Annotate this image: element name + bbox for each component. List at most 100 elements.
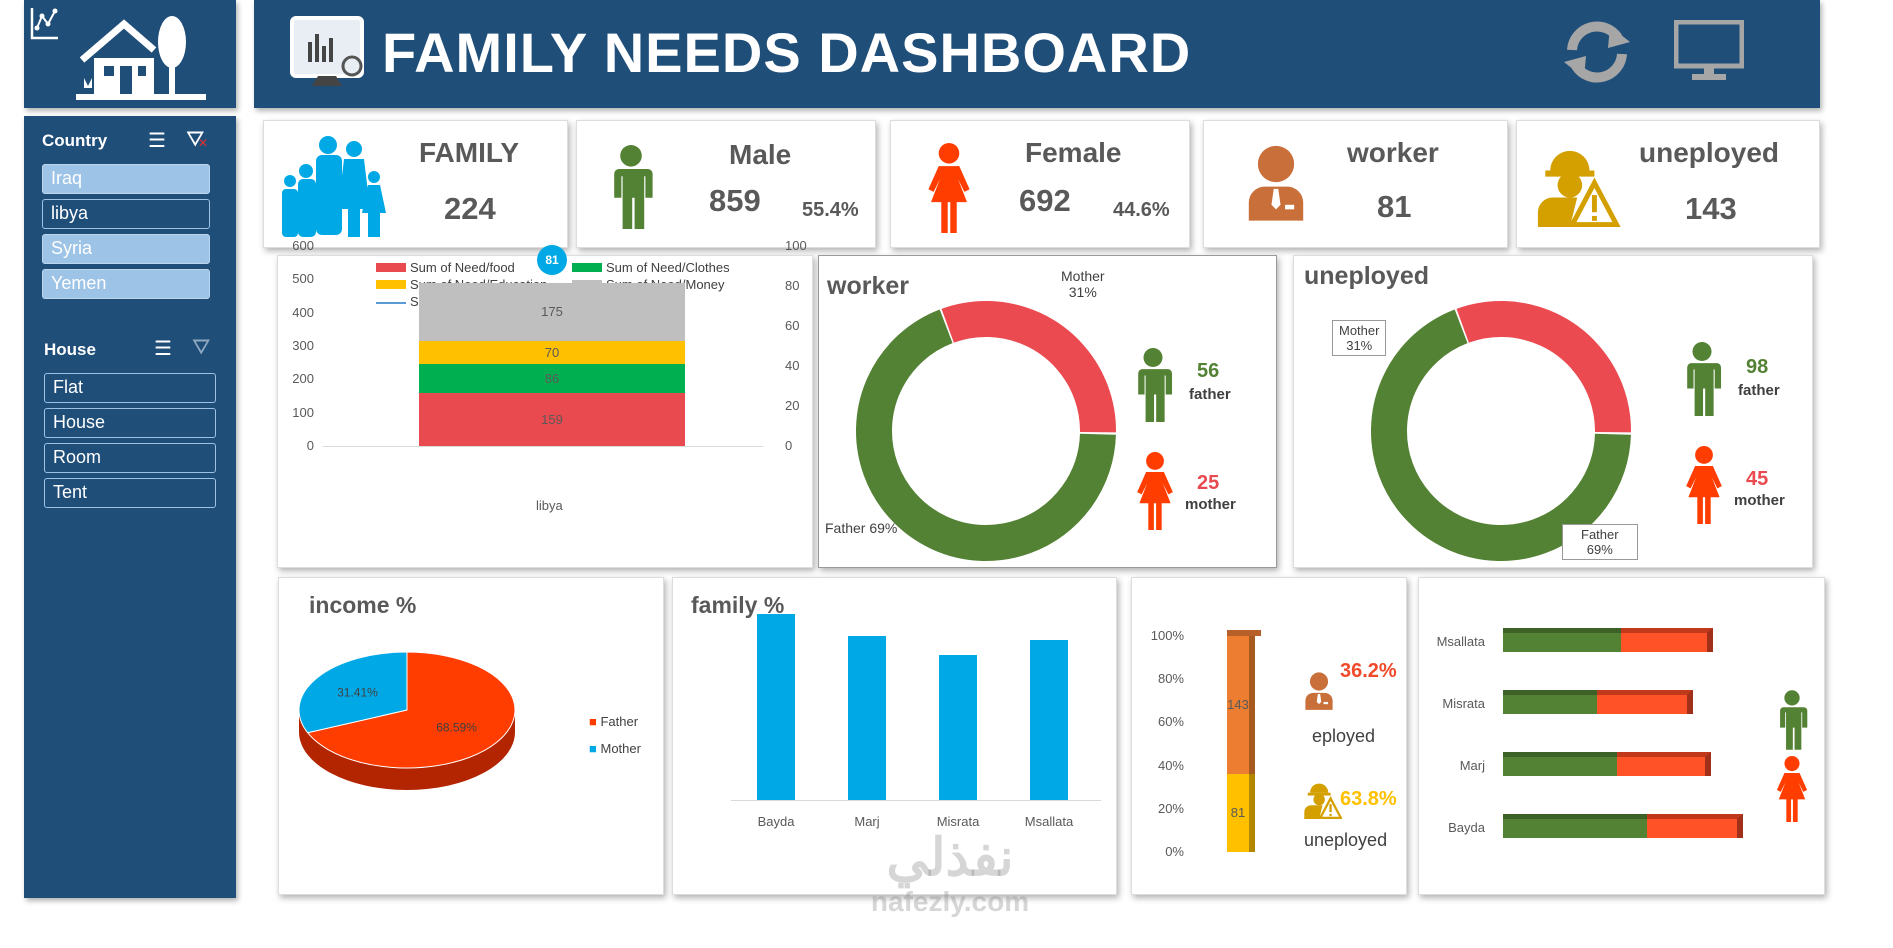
mother-label: Mother: [1061, 268, 1105, 284]
bar-father: [1503, 628, 1621, 652]
country-slicer-title: Country: [42, 131, 108, 150]
work-yes-marker: 81: [537, 244, 567, 275]
y-tick-label: 100%: [1150, 628, 1184, 643]
bar-data-label: 175: [541, 303, 563, 319]
logo-panel: [24, 0, 236, 108]
bar-data-label: 70: [544, 344, 560, 360]
unemployed-donut-card: uneployed Mother 31% Father 69% 98 father …: [1293, 255, 1813, 568]
worker-mother-label: Mother 31%: [1061, 268, 1105, 300]
bar-top: [1227, 630, 1261, 636]
unemployed-label: uneployed: [1304, 830, 1388, 850]
bar-father: [1503, 814, 1647, 838]
mother-icon: [1131, 452, 1179, 530]
employment-card: 0% 20% 40% 60% 80% 100% 81 143 36.2% eployed 63…: [1131, 577, 1407, 895]
multi-select-icon[interactable]: ☰: [154, 338, 172, 360]
mother-icon: [1771, 756, 1813, 822]
income-chart-title: income %: [309, 592, 417, 618]
x-category-label: libya: [536, 498, 563, 513]
y-tick-label: 40%: [1157, 757, 1184, 773]
worker-donut: [856, 301, 1116, 561]
employed-pct: 36.2%: [1340, 660, 1397, 682]
x-category-label: Bayda: [757, 814, 795, 829]
x-axis-line: [323, 446, 763, 447]
employed-label: eployed: [1312, 726, 1376, 746]
slicer-item-room[interactable]: Room: [44, 443, 216, 473]
father-label: Father: [1581, 527, 1619, 542]
bar-segment: 159: [419, 393, 685, 446]
legend-father: ■ Father: [589, 714, 639, 729]
slicer-item-syria[interactable]: Syria: [42, 234, 210, 264]
bar-segment: 175: [419, 282, 685, 341]
slicer-item-flat[interactable]: Flat: [44, 373, 216, 403]
refresh-icon[interactable]: [1560, 20, 1634, 84]
y-tick-label: 500: [292, 271, 314, 287]
monitor-icon[interactable]: [1674, 20, 1744, 82]
bar-mother: [1596, 690, 1693, 714]
kpi-male-value: 859: [709, 183, 761, 218]
kpi-female-pct: 44.6%: [1113, 199, 1170, 221]
worker-father-count: 56: [1197, 360, 1220, 382]
worker-father-label: Father 69%: [825, 520, 898, 536]
kpi-female-label: Female: [1025, 137, 1122, 168]
kpi-family-card: FAMILY 224: [263, 120, 568, 248]
y2-tick-label: 60: [785, 318, 800, 333]
unemployed-chart-title: uneployed: [1304, 262, 1430, 290]
dashboard-monitor-icon: [290, 16, 364, 86]
income-pie: 68.59% 31.41%: [298, 651, 516, 790]
unemployed-mother-text: mother: [1734, 492, 1785, 509]
clear-filter-icon[interactable]: ⛛ ✕: [186, 126, 209, 151]
kpi-unemployed-label: uneployed: [1639, 137, 1780, 168]
family-icon: [282, 136, 386, 237]
slicer-item-yemen[interactable]: Yemen: [42, 269, 210, 299]
line-chart-icon[interactable]: [30, 6, 60, 40]
family-chart-title: family %: [691, 592, 785, 618]
bar-father: [1503, 690, 1597, 714]
slicer-item-iraq[interactable]: Iraq: [42, 164, 210, 194]
y2-tick-label: 40: [785, 358, 800, 373]
y-tick-label: 300: [292, 338, 314, 353]
unemployed-mother-count: 45: [1746, 468, 1769, 490]
pie-slice-father: [306, 651, 516, 769]
x-category-label: Marj: [854, 814, 880, 829]
stacked-segment: 143: [1227, 636, 1255, 774]
legend-food: Sum of Need/food: [376, 260, 515, 275]
slicer-item-house[interactable]: House: [44, 408, 216, 438]
y-tick-label: 200: [292, 371, 314, 387]
multi-select-icon[interactable]: ☰: [148, 130, 166, 152]
bar-data-label: 143: [1227, 696, 1249, 712]
family-bar: [848, 636, 886, 800]
x-category-label: Misrata: [936, 814, 980, 829]
mother-icon: [1680, 446, 1728, 524]
family-bar: [939, 654, 977, 800]
worker-icon: [1302, 670, 1336, 710]
y2-tick-label: 80: [785, 278, 800, 293]
bar-data-label: 159: [541, 411, 563, 427]
family-bar: [757, 614, 795, 800]
donut-slice-1: [856, 301, 1116, 561]
unemployed-father-text: father: [1738, 382, 1780, 399]
legend-clothes: Sum of Need/Clothes: [572, 260, 730, 275]
worker-father-text: father: [1189, 386, 1231, 403]
clear-filter-icon[interactable]: ⛛: [192, 334, 211, 359]
worker-mother-text: mother: [1185, 496, 1236, 513]
worker-mother-count: 25: [1197, 472, 1220, 494]
watermark-latin: nafezly.com: [870, 886, 1030, 917]
father-icon: [1680, 342, 1724, 416]
kpi-worker-label: worker: [1347, 137, 1439, 168]
kpi-unemployed-card: uneployed 143: [1516, 120, 1820, 248]
family-pct-card: family % Bayda Marj Misrata Msallata: [672, 577, 1117, 895]
mother-pct: 31%: [1068, 284, 1097, 300]
pie-data-label: 68.59%: [436, 721, 477, 735]
father-icon: [1775, 690, 1809, 750]
x-category-label: Msallata: [1024, 814, 1074, 829]
slicer-item-libya[interactable]: libya: [42, 199, 210, 229]
watermark: نفذلي nafezly.com: [830, 830, 1070, 918]
family-bar: [1030, 640, 1068, 800]
kpi-unemployed-value: 143: [1685, 191, 1737, 226]
legend-clothes-label: Sum of Need/Clothes: [606, 260, 730, 275]
kpi-female-card: Female 692 44.6%: [890, 120, 1190, 248]
kpi-worker-value: 81: [1377, 189, 1412, 224]
y-category-label: Misrata: [1442, 696, 1485, 711]
bar-data-label: 81: [1230, 804, 1246, 820]
slicer-item-tent[interactable]: Tent: [44, 478, 216, 508]
